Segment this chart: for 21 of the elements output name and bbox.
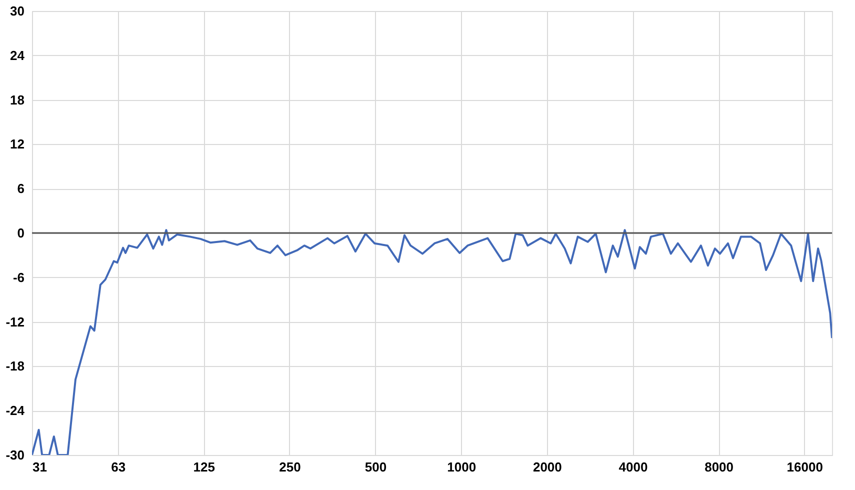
x-tick-label: 4000 [618, 460, 648, 474]
y-tick-label: 18 [10, 92, 24, 108]
y-tick-label: 24 [10, 48, 26, 63]
x-tick-label: 250 [279, 460, 301, 474]
x-tick-label: 16000 [786, 460, 823, 474]
y-tick-label: 0 [17, 226, 24, 240]
x-tick-label: 2000 [532, 460, 562, 474]
y-tick-label: 6 [17, 181, 24, 196]
y-tick-label: -18 [6, 358, 24, 374]
x-tick-label: 125 [193, 460, 215, 474]
y-tick-label: -30 [6, 448, 24, 462]
y-tick-label: 30 [10, 4, 24, 18]
y-tick-label: -24 [6, 403, 26, 418]
y-tick-label: 12 [10, 136, 24, 152]
y-tick-label: -12 [6, 314, 24, 330]
x-tick-label: 63 [111, 460, 126, 474]
x-tick-label: 1000 [447, 460, 476, 474]
x-tick-label: 8000 [704, 460, 734, 474]
y-tick-label: -6 [12, 270, 24, 285]
x-tick-label: 31 [32, 460, 47, 474]
x-tick-label: 500 [364, 460, 387, 474]
